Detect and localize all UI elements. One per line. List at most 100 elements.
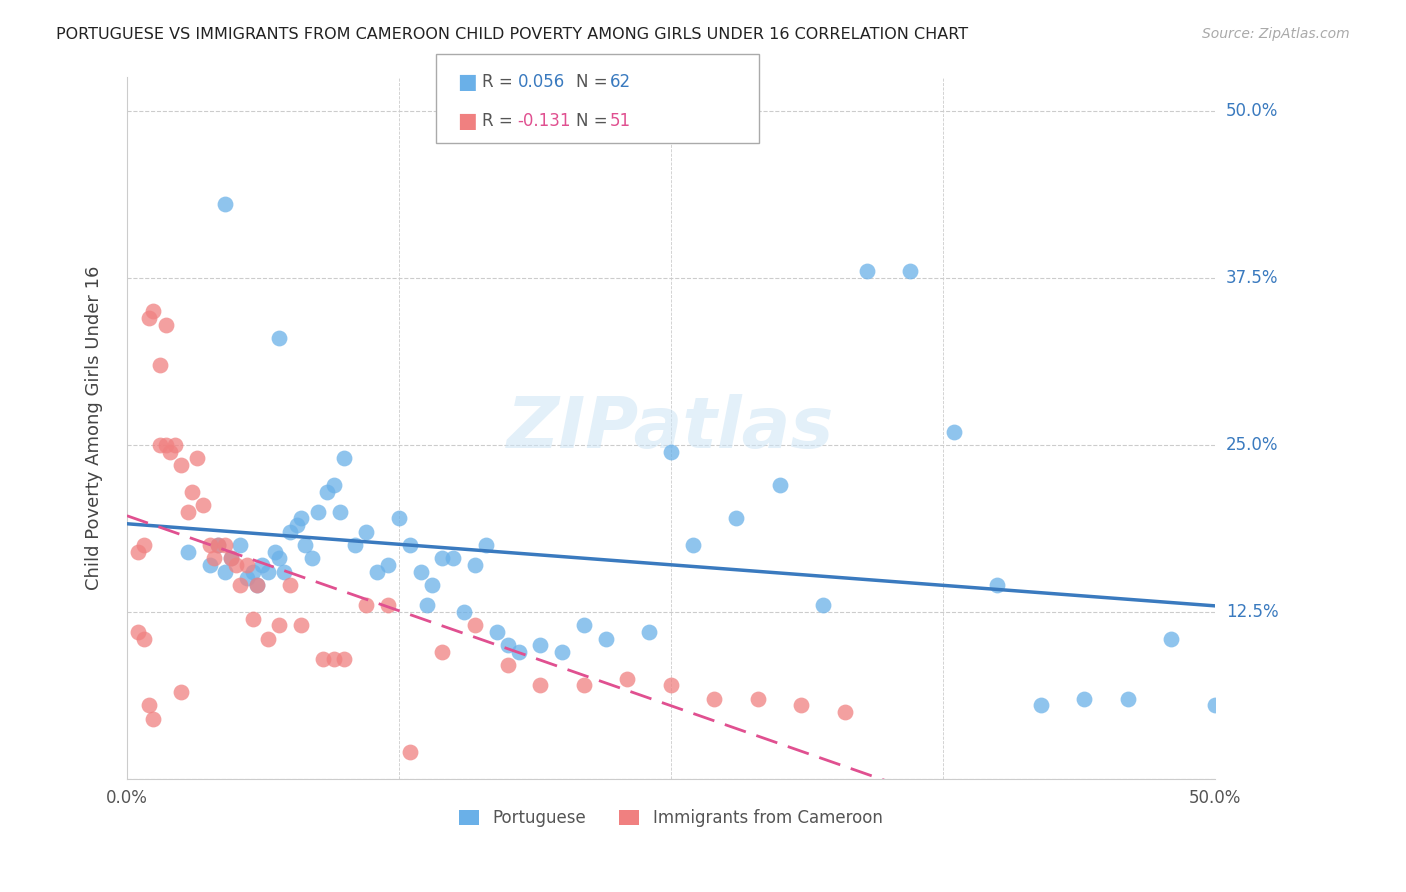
Point <box>432 551 454 566</box>
Point <box>127 624 149 639</box>
Point <box>202 551 225 566</box>
Point <box>333 651 356 665</box>
Point <box>496 638 519 652</box>
Point <box>312 651 335 665</box>
Point <box>464 558 486 573</box>
Point <box>572 618 595 632</box>
Point <box>322 651 344 665</box>
Text: R =: R = <box>482 112 519 129</box>
Point <box>225 558 247 573</box>
Text: 50.0%: 50.0% <box>1226 102 1278 120</box>
Point <box>235 558 257 573</box>
Point <box>181 484 204 499</box>
Point <box>198 538 221 552</box>
Point <box>464 618 486 632</box>
Text: N =: N = <box>576 73 613 91</box>
Point <box>485 624 508 639</box>
Point <box>257 632 280 646</box>
Point <box>316 484 339 499</box>
Point <box>242 611 264 625</box>
Point <box>811 598 834 612</box>
Y-axis label: Child Poverty Among Girls Under 16: Child Poverty Among Girls Under 16 <box>86 266 103 591</box>
Point <box>329 505 352 519</box>
Point <box>986 578 1008 592</box>
Point <box>942 425 965 439</box>
Point <box>290 511 312 525</box>
Point <box>432 645 454 659</box>
Point <box>1029 698 1052 713</box>
Point <box>475 538 498 552</box>
Point <box>221 551 243 566</box>
Point <box>638 624 661 639</box>
Point <box>301 551 323 566</box>
Point <box>134 538 156 552</box>
Point <box>855 264 877 278</box>
Point <box>409 565 432 579</box>
Point <box>747 691 769 706</box>
Point <box>616 672 638 686</box>
Point <box>198 558 221 573</box>
Point <box>496 658 519 673</box>
Point <box>416 598 439 612</box>
Point <box>221 551 243 566</box>
Text: 12.5%: 12.5% <box>1226 603 1278 621</box>
Point <box>142 304 165 318</box>
Point <box>659 444 682 458</box>
Point <box>307 505 329 519</box>
Point <box>703 691 725 706</box>
Point <box>214 538 236 552</box>
Point <box>155 318 177 332</box>
Point <box>285 518 308 533</box>
Point <box>191 498 214 512</box>
Point <box>257 565 280 579</box>
Text: 37.5%: 37.5% <box>1226 268 1278 287</box>
Point <box>551 645 574 659</box>
Point <box>229 578 252 592</box>
Point <box>207 538 229 552</box>
Point <box>278 578 301 592</box>
Text: 0.056: 0.056 <box>517 73 565 91</box>
Point <box>177 545 200 559</box>
Point <box>246 578 269 592</box>
Point <box>263 545 285 559</box>
Text: Source: ZipAtlas.com: Source: ZipAtlas.com <box>1202 27 1350 41</box>
Point <box>148 358 170 372</box>
Point <box>898 264 921 278</box>
Point <box>278 524 301 539</box>
Point <box>214 197 236 211</box>
Point <box>246 578 269 592</box>
Point <box>441 551 464 566</box>
Text: R =: R = <box>482 73 519 91</box>
Point <box>398 745 420 759</box>
Point <box>214 565 236 579</box>
Point <box>170 458 193 472</box>
Text: -0.131: -0.131 <box>517 112 571 129</box>
Point <box>163 438 186 452</box>
Text: N =: N = <box>576 112 613 129</box>
Point <box>138 310 160 325</box>
Point <box>659 678 682 692</box>
Point <box>769 478 792 492</box>
Point <box>682 538 704 552</box>
Point <box>834 705 856 719</box>
Point <box>595 632 617 646</box>
Point <box>377 598 399 612</box>
Point <box>148 438 170 452</box>
Point <box>453 605 475 619</box>
Point <box>725 511 748 525</box>
Text: 25.0%: 25.0% <box>1226 436 1278 454</box>
Point <box>1160 632 1182 646</box>
Point <box>1204 698 1226 713</box>
Text: PORTUGUESE VS IMMIGRANTS FROM CAMEROON CHILD POVERTY AMONG GIRLS UNDER 16 CORREL: PORTUGUESE VS IMMIGRANTS FROM CAMEROON C… <box>56 27 969 42</box>
Point <box>529 678 551 692</box>
Point <box>242 565 264 579</box>
Point <box>269 331 291 345</box>
Point <box>1073 691 1095 706</box>
Point <box>294 538 316 552</box>
Point <box>229 538 252 552</box>
Text: ■: ■ <box>457 111 477 130</box>
Point <box>273 565 295 579</box>
Point <box>186 451 208 466</box>
Point <box>333 451 356 466</box>
Point <box>366 565 388 579</box>
